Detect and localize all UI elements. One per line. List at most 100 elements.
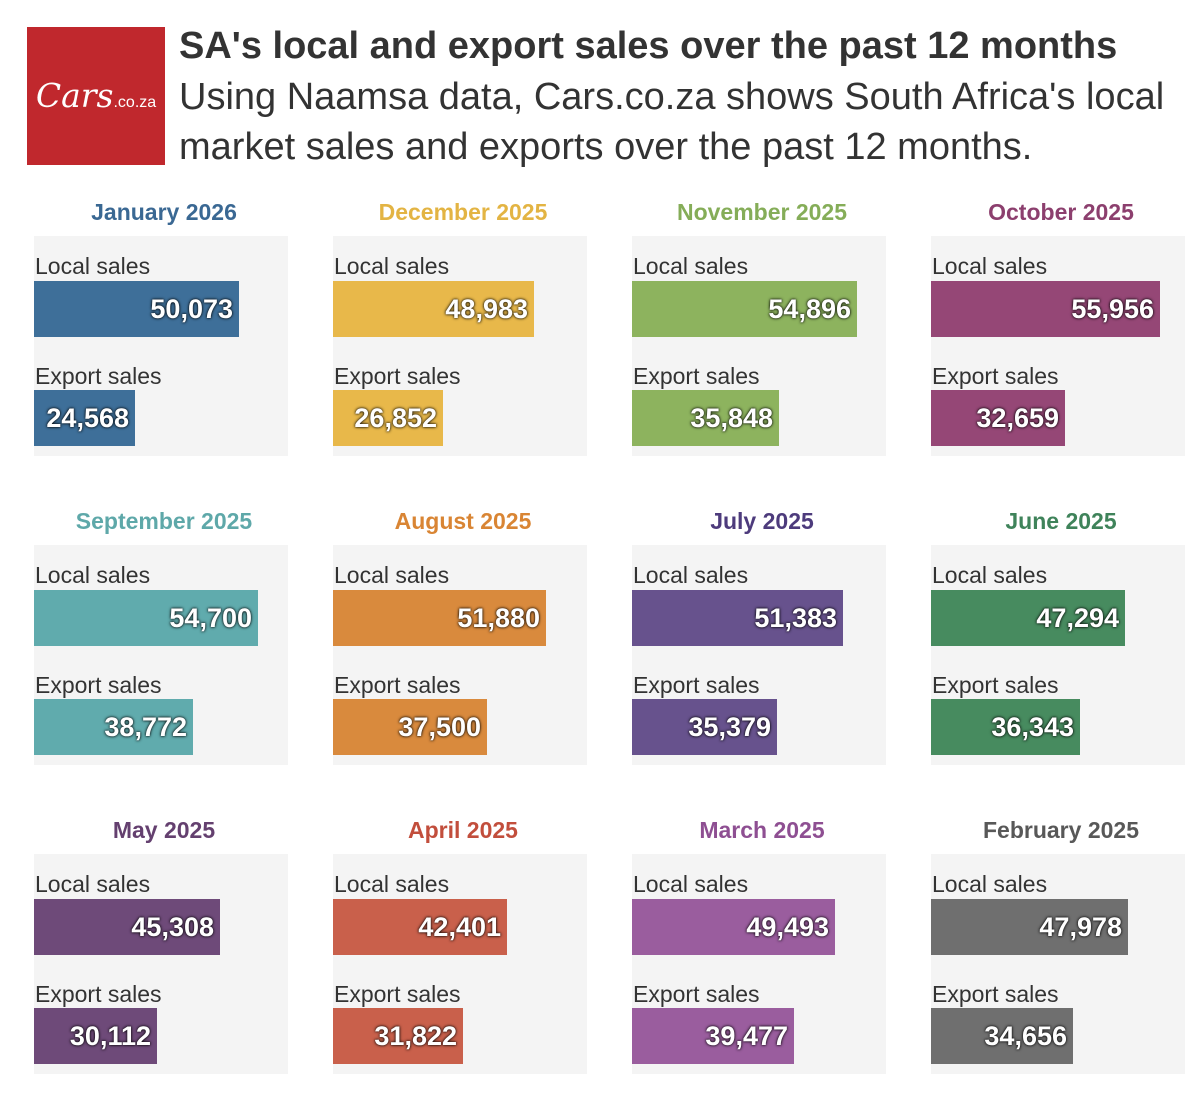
export-sales-label: Export sales (35, 981, 162, 1007)
brand-logo: Cars.co.za (27, 27, 165, 165)
local-sales-bar: 55,956 (931, 281, 1160, 337)
local-sales-value: 42,401 (418, 912, 501, 942)
local-sales-label: Local sales (334, 253, 450, 279)
local-sales-bar: 51,383 (632, 590, 843, 646)
month-panel: June 2025 Local sales 47,294 Export sales 36… (931, 507, 1185, 779)
local-sales-bar: 45,308 (34, 899, 220, 955)
chart-subtitle: Using Naamsa data, Cars.co.za shows Sout… (179, 76, 1165, 168)
month-panel: December 2025 Local sales 48,983 Export sal… (333, 198, 587, 470)
export-sales-bar: 35,379 (632, 699, 777, 755)
export-sales-value: 38,772 (104, 712, 187, 742)
local-sales-bar: 42,401 (333, 899, 507, 955)
month-panel: July 2025 Local sales 51,383 Export sales 35… (632, 507, 886, 779)
export-sales-label: Export sales (932, 981, 1059, 1007)
export-sales-value: 26,852 (354, 403, 437, 433)
export-sales-value: 24,568 (46, 403, 129, 433)
export-sales-label: Export sales (35, 672, 162, 698)
month-panel: August 2025 Local sales 51,880 Export sales… (333, 507, 587, 779)
export-sales-bar: 36,343 (931, 699, 1080, 755)
export-sales-bar: 31,822 (333, 1008, 463, 1064)
local-sales-bar: 47,978 (931, 899, 1128, 955)
logo-wordmark: Cars.co.za (36, 76, 156, 115)
month-panel: April 2025 Local sales 42,401 Export sales 3… (333, 816, 587, 1088)
export-sales-bar: 30,112 (34, 1008, 157, 1064)
local-sales-label: Local sales (932, 871, 1048, 897)
export-sales-label: Export sales (334, 363, 461, 389)
local-sales-label: Local sales (633, 253, 749, 279)
local-sales-value: 49,493 (746, 912, 829, 942)
local-sales-label: Local sales (932, 253, 1048, 279)
export-sales-value: 36,343 (991, 712, 1074, 742)
export-sales-bar: 39,477 (632, 1008, 794, 1064)
local-sales-value: 54,896 (768, 294, 851, 324)
export-sales-bar: 37,500 (333, 699, 487, 755)
export-sales-value: 35,848 (690, 403, 773, 433)
export-sales-label: Export sales (932, 672, 1059, 698)
month-title: December 2025 (378, 199, 548, 225)
month-panel: March 2025 Local sales 49,493 Export sales 3… (632, 816, 886, 1088)
month-panel: January 2026 Local sales 50,073 Export sale… (34, 198, 288, 470)
local-sales-value: 54,700 (169, 603, 252, 633)
export-sales-label: Export sales (633, 672, 760, 698)
local-sales-value: 47,294 (1036, 603, 1119, 633)
local-sales-label: Local sales (35, 562, 151, 588)
export-sales-label: Export sales (35, 363, 162, 389)
export-sales-bar: 35,848 (632, 390, 779, 446)
local-sales-label: Local sales (932, 562, 1048, 588)
month-title: February 2025 (983, 817, 1139, 843)
month-title: January 2026 (91, 199, 237, 225)
local-sales-value: 51,383 (754, 603, 837, 633)
export-sales-value: 34,656 (984, 1021, 1067, 1051)
month-title: March 2025 (699, 817, 825, 843)
month-title: July 2025 (710, 508, 814, 534)
month-panel: November 2025 Local sales 54,896 Export sal… (632, 198, 886, 470)
local-sales-label: Local sales (633, 562, 749, 588)
local-sales-bar: 49,493 (632, 899, 835, 955)
local-sales-label: Local sales (633, 871, 749, 897)
local-sales-label: Local sales (35, 871, 151, 897)
local-sales-label: Local sales (35, 253, 151, 279)
local-sales-bar: 54,700 (34, 590, 258, 646)
local-sales-bar: 50,073 (34, 281, 239, 337)
export-sales-bar: 24,568 (34, 390, 135, 446)
local-sales-value: 51,880 (457, 603, 540, 633)
month-title: September 2025 (75, 508, 253, 534)
export-sales-value: 37,500 (398, 712, 481, 742)
local-sales-value: 47,978 (1039, 912, 1122, 942)
month-title: August 2025 (394, 508, 532, 534)
local-sales-value: 48,983 (445, 294, 528, 324)
month-title: October 2025 (988, 199, 1134, 225)
month-title: June 2025 (1005, 508, 1117, 534)
export-sales-bar: 26,852 (333, 390, 443, 446)
export-sales-label: Export sales (932, 363, 1059, 389)
month-panel: September 2025 Local sales 54,700 Export sa… (34, 507, 288, 779)
export-sales-label: Export sales (334, 981, 461, 1007)
chart-title: SA's local and export sales over the pas… (179, 25, 1118, 67)
local-sales-bar: 54,896 (632, 281, 857, 337)
local-sales-value: 45,308 (131, 912, 214, 942)
export-sales-label: Export sales (334, 672, 461, 698)
export-sales-bar: 32,659 (931, 390, 1065, 446)
export-sales-value: 31,822 (374, 1021, 457, 1051)
month-title: May 2025 (112, 817, 216, 843)
local-sales-label: Local sales (334, 871, 450, 897)
month-title: November 2025 (676, 199, 848, 225)
month-panel: October 2025 Local sales 55,956 Export sale… (931, 198, 1185, 470)
local-sales-bar: 47,294 (931, 590, 1125, 646)
export-sales-label: Export sales (633, 363, 760, 389)
local-sales-label: Local sales (334, 562, 450, 588)
local-sales-value: 55,956 (1071, 294, 1154, 324)
export-sales-value: 39,477 (705, 1021, 788, 1051)
month-title: April 2025 (408, 817, 518, 843)
export-sales-label: Export sales (633, 981, 760, 1007)
month-panel: May 2025 Local sales 45,308 Export sales 30,… (34, 816, 288, 1088)
local-sales-bar: 48,983 (333, 281, 534, 337)
export-sales-bar: 38,772 (34, 699, 193, 755)
export-sales-bar: 34,656 (931, 1008, 1073, 1064)
export-sales-value: 35,379 (688, 712, 771, 742)
local-sales-bar: 51,880 (333, 590, 546, 646)
local-sales-value: 50,073 (150, 294, 233, 324)
export-sales-value: 30,112 (69, 1021, 151, 1051)
export-sales-value: 32,659 (976, 403, 1059, 433)
